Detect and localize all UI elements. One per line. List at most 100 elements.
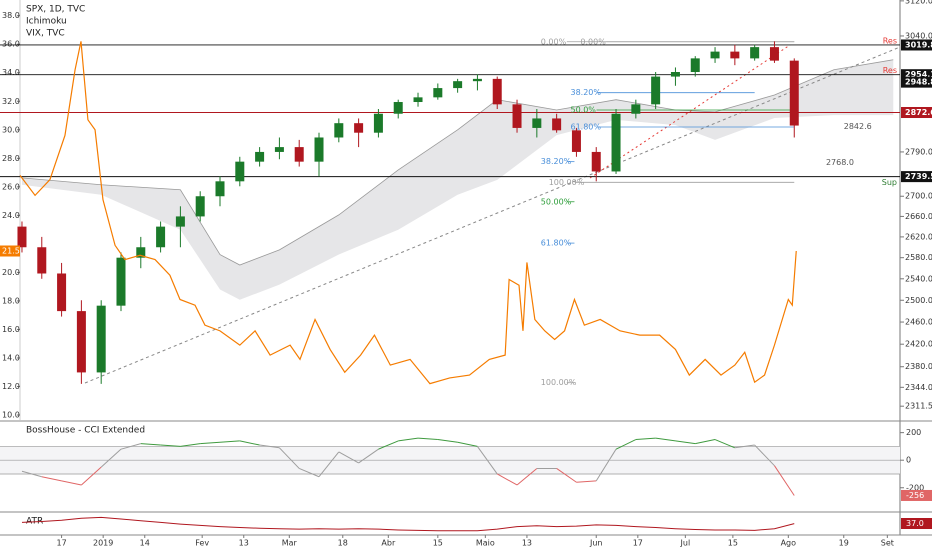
x-tick-label: Jun: [589, 539, 603, 548]
candle-body: [453, 81, 463, 89]
cci-segment: [595, 448, 617, 482]
fib-label: 50.0%: [570, 105, 596, 114]
fib-label: 61.80%: [541, 239, 572, 248]
cci-segment: [318, 451, 340, 478]
atr-last-box: [901, 518, 932, 529]
vix-tick-label: 28.0: [2, 154, 20, 163]
candle-body: [156, 226, 166, 248]
cci-segment: [556, 468, 577, 483]
y-tick-label: 2620.0: [905, 232, 932, 241]
vix-tick-label: 34.0: [2, 68, 20, 77]
candle-body: [354, 123, 364, 133]
x-tick-label: Mar: [282, 539, 298, 548]
x-tick-label: Set: [881, 539, 894, 548]
cci-segment: [734, 444, 755, 449]
cci-segment: [398, 437, 419, 442]
candle-body: [730, 51, 740, 59]
cci-segment: [695, 439, 716, 445]
candle-body: [294, 147, 304, 162]
level-box: [901, 39, 932, 51]
x-tick-label: Jul: [680, 539, 691, 548]
vix-tick-label: 38.0: [2, 11, 20, 20]
candle-body: [334, 123, 344, 138]
price-label: 2768.0: [826, 158, 854, 167]
candle-body: [373, 113, 383, 133]
level-label: 2954.1: [905, 70, 932, 79]
candle-body: [37, 247, 47, 274]
candle-body: [690, 58, 700, 73]
y-tick-label: 2790.0: [905, 147, 932, 156]
fib-label: 0.00%: [541, 37, 567, 46]
candle-body: [235, 161, 245, 182]
candle-body: [96, 305, 106, 373]
vix-tick-label: 32.0: [2, 97, 20, 106]
x-tick-label: 19: [839, 539, 849, 548]
candle-body: [769, 47, 779, 61]
vix-tick-label: 10.0: [2, 411, 20, 420]
x-tick-label: Fev: [195, 539, 209, 548]
cci-segment: [457, 441, 478, 447]
cci-segment: [774, 465, 795, 496]
fib-label: 50.00%: [541, 197, 572, 206]
level-tag: Sup: [882, 178, 897, 187]
vix-tick-label: 18.0: [2, 296, 20, 305]
cci-segment: [615, 439, 637, 450]
vix-tick-label: 20.0: [2, 268, 20, 277]
x-tick-label: 2019: [93, 539, 113, 548]
cci-tick-label: 0: [906, 456, 911, 465]
vix-tick-label: 14.0: [2, 353, 20, 362]
level-tag: Res: [883, 66, 897, 75]
ichimoku-cloud: [21, 59, 894, 300]
atr-last-label: 37.0: [906, 519, 924, 528]
candle-body: [57, 273, 67, 312]
candle-body: [591, 151, 601, 172]
y-tick-label: 2660.0: [905, 212, 932, 221]
candle-body: [116, 257, 126, 306]
chart-title: SPX, 1D, TVC: [26, 5, 85, 15]
x-tick-label: 15: [728, 539, 738, 548]
background-layer: [21, 59, 894, 300]
x-tick-label: 17: [56, 539, 66, 548]
cci-segment: [714, 439, 736, 449]
candle-body: [789, 60, 799, 126]
candle-body: [651, 76, 661, 105]
candle-body: [631, 104, 641, 114]
cci-segment: [259, 444, 280, 449]
fib-label: 38.20%: [541, 157, 572, 166]
candle-body: [215, 181, 225, 197]
candle-body: [175, 216, 185, 227]
y-tick-label: 2540.0: [905, 274, 932, 283]
cci-segment: [219, 440, 240, 443]
level-box: [901, 69, 932, 81]
cci-segment: [358, 448, 379, 464]
legend-entry: VIX, TVC: [26, 29, 65, 39]
candle-body: [314, 137, 324, 162]
cci-segment: [180, 443, 201, 447]
cci-segment: [279, 447, 300, 469]
cci-segment: [21, 470, 42, 478]
candle-body: [552, 118, 562, 131]
x-tick-label: 18: [338, 539, 348, 548]
fib-label: 0.00%: [580, 37, 606, 46]
candle-body: [512, 104, 522, 128]
cci-segment: [140, 443, 161, 446]
y-tick-label: 2311.5: [905, 402, 932, 411]
candle-body: [274, 147, 284, 152]
x-tick-label: 15: [433, 539, 443, 548]
level-label: 3019.8: [905, 40, 932, 49]
candle-body: [710, 51, 720, 59]
cci-last-box: [901, 489, 932, 501]
candle-body: [472, 78, 482, 82]
y-tick-label: 2380.0: [905, 362, 932, 371]
vix-tick-label: 12.0: [2, 382, 20, 391]
vix-last-label: 21.5: [2, 247, 20, 256]
cci-tick-label: 200: [906, 428, 921, 437]
y-tick-label: 2420.0: [905, 340, 932, 349]
cci-segment: [120, 443, 141, 450]
y-tick-label: 3120.0: [905, 0, 932, 5]
cci-tick-label: -200: [906, 483, 924, 492]
candle-body: [413, 97, 423, 103]
vix-tick-label: 36.0: [2, 40, 20, 49]
x-tick-label: 13: [522, 539, 532, 548]
